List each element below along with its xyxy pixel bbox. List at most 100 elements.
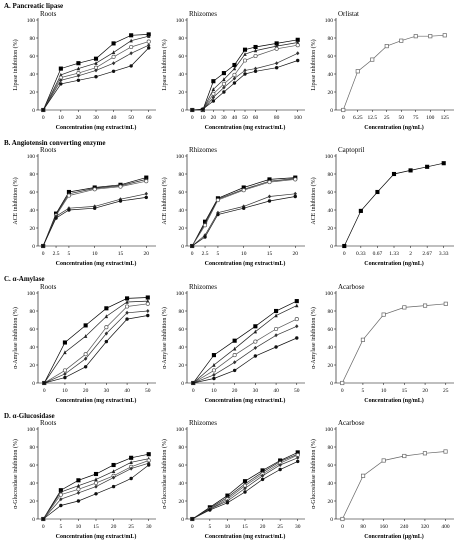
- y-tick-label: 80: [328, 309, 334, 315]
- series-markers: [340, 301, 448, 386]
- data-point: [381, 312, 386, 317]
- x-tick-label: 2.67: [422, 251, 432, 257]
- data-point: [441, 161, 446, 166]
- y-tick-label: 100: [325, 427, 334, 433]
- x-tick-label: 50: [294, 388, 300, 394]
- data-point: [267, 180, 272, 185]
- data-point: [125, 310, 129, 315]
- y-tick-label: 100: [176, 291, 185, 297]
- x-tick-label: 10: [58, 115, 64, 121]
- data-point: [111, 61, 116, 66]
- x-tick-label: 15: [93, 524, 99, 530]
- y-tick-label: 100: [27, 154, 36, 160]
- data-point: [423, 303, 428, 308]
- data-point: [63, 372, 67, 376]
- data-point: [83, 352, 88, 357]
- series-line: [42, 193, 147, 247]
- x-tick-label: 80: [360, 524, 366, 530]
- y-axis-label: ACE inhibition (%): [161, 177, 168, 224]
- y-tick-label: 40: [328, 345, 334, 351]
- chart-panel: Roots 0 20 40 60 80 100 0 2.5 5 10 15 20 Concentratio…: [12, 146, 156, 267]
- data-point: [221, 81, 226, 86]
- y-tick-label: 20: [30, 226, 36, 232]
- data-point: [76, 499, 81, 503]
- y-tick-label: 20: [328, 499, 334, 505]
- series-markers: [41, 46, 151, 112]
- y-tick-label: 20: [179, 90, 185, 96]
- data-point: [293, 191, 297, 196]
- series-line: [44, 315, 148, 384]
- y-tick-label: 20: [30, 90, 36, 96]
- y-tick-label: 60: [328, 190, 334, 196]
- y-tick-label: 100: [176, 427, 185, 433]
- y-tick-label: 0: [32, 244, 35, 250]
- y-tick-label: 60: [328, 463, 334, 469]
- y-axis-label: Lipase inhibition (%): [161, 39, 168, 90]
- data-point: [93, 480, 99, 486]
- chart-title: Roots: [40, 283, 57, 291]
- x-tick-label: 30: [104, 388, 110, 394]
- data-point: [274, 66, 279, 70]
- x-tick-label: 0: [192, 388, 195, 394]
- x-tick-label: 100: [294, 115, 303, 121]
- x-tick-label: 125: [441, 115, 450, 121]
- y-tick-label: 0: [330, 517, 333, 523]
- data-point: [232, 81, 237, 85]
- data-point: [125, 299, 129, 304]
- data-point: [399, 38, 404, 43]
- chart-title: Roots: [40, 419, 57, 427]
- x-tick-label: 40: [111, 115, 117, 121]
- data-point: [129, 33, 134, 38]
- data-point: [260, 473, 265, 478]
- data-point: [94, 477, 98, 482]
- x-tick-label: 20: [111, 524, 117, 530]
- data-point: [129, 476, 133, 481]
- data-point: [202, 223, 208, 228]
- data-point: [391, 171, 397, 177]
- x-tick-label: 0: [341, 388, 344, 394]
- series-markers: [41, 463, 151, 521]
- data-point: [147, 34, 151, 38]
- data-point: [212, 372, 216, 377]
- series-markers: [341, 33, 447, 113]
- y-tick-label: 60: [179, 54, 185, 60]
- y-tick-label: 40: [30, 72, 36, 78]
- chart-title: Captopril: [338, 146, 364, 154]
- data-point: [190, 517, 194, 521]
- chart-panel: Rhizomes 0 20 40 60 80 100 0 10 20 30 40 50 60 80 100 Co…: [161, 10, 305, 131]
- y-tick-label: 100: [325, 291, 334, 297]
- x-tick-label: 60: [253, 115, 259, 121]
- x-tick-label: 30: [295, 524, 301, 530]
- data-point: [93, 206, 97, 210]
- data-point: [54, 214, 58, 219]
- x-tick-label: 20: [76, 115, 82, 121]
- x-tick-label: 3.33: [439, 251, 449, 257]
- series-line: [191, 177, 296, 247]
- chart-panel: Roots 0 20 40 60 80 100 0 5 10 15 20 25 30 Concentrati…: [12, 419, 156, 540]
- x-tick-label: 0: [42, 115, 45, 121]
- data-point: [201, 107, 205, 111]
- y-tick-label: 20: [179, 499, 185, 505]
- data-point: [76, 66, 81, 71]
- data-point: [104, 325, 109, 330]
- data-point: [211, 95, 216, 100]
- series-line: [193, 325, 297, 384]
- data-point: [111, 462, 116, 468]
- data-point: [253, 69, 258, 73]
- data-point: [67, 208, 71, 212]
- y-tick-label: 60: [328, 54, 334, 60]
- y-tick-label: 60: [30, 54, 36, 60]
- x-tick-label: 75: [413, 115, 419, 121]
- chart-title: Orlistat: [338, 10, 359, 18]
- data-point: [232, 360, 237, 365]
- data-point: [146, 39, 151, 44]
- data-point: [212, 362, 216, 367]
- x-axis-label: Concentration (mg extract/mL): [205, 260, 286, 267]
- data-point: [293, 177, 298, 182]
- series-markers: [340, 449, 448, 522]
- x-axis-label: Concentration (mg extract/mL): [205, 397, 286, 404]
- y-tick-label: 0: [32, 517, 35, 523]
- y-tick-label: 80: [179, 309, 185, 315]
- data-point: [111, 54, 116, 59]
- y-tick-label: 40: [179, 208, 185, 214]
